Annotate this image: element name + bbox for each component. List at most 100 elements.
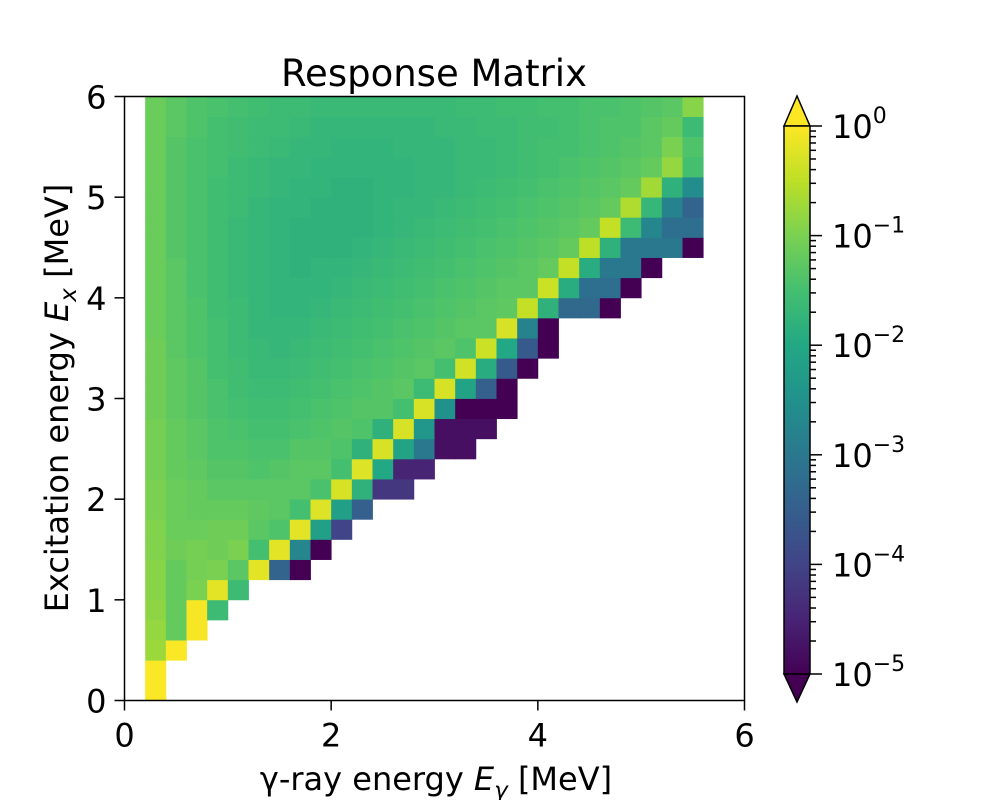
x-axis-ticks: 0 2 4 6 [114,700,755,755]
heatmap-cell [537,338,559,359]
y-tick-label: 1 [86,582,106,620]
heatmap-cell [186,559,208,581]
heatmap-cell [207,317,229,339]
heatmap-cell [248,177,270,198]
heatmap-cell [310,519,332,540]
heatmap-cell [455,177,477,198]
heatmap-cell [145,519,167,540]
heatmap-cell [269,398,291,420]
heatmap-cell [475,398,497,420]
heatmap-cell [310,237,332,258]
heatmap-cell [207,418,229,440]
heatmap-cell [207,197,229,218]
heatmap-cell [393,177,415,198]
heatmap-cell [475,116,497,138]
heatmap-cell [537,136,559,158]
heatmap-cell [145,479,167,500]
heatmap-cell [517,156,539,178]
heatmap-cell [227,277,249,299]
heatmap-cell [310,257,332,279]
heatmap-cell [496,156,518,178]
heatmap-cell [455,277,477,299]
heatmap-cell [289,237,311,258]
heatmap-cell [248,257,270,279]
heatmap-cell [248,458,270,480]
heatmap-cell [413,358,435,379]
heatmap-cell [455,197,477,218]
heatmap-cell [413,177,435,198]
heatmap-cell [289,398,311,420]
heatmap-cell [310,136,332,158]
heatmap-cell [372,197,394,218]
heatmap-cell [434,277,456,299]
heatmap-cell [434,197,456,218]
heatmap-cell [351,458,373,480]
heatmap-cell [145,136,167,158]
heatmap-cell [413,156,435,178]
heatmap-cell [186,237,208,258]
heatmap-cell [475,418,497,440]
heatmap-cell [372,338,394,359]
heatmap-cell [496,317,518,339]
y-tick-label: 6 [86,79,106,117]
heatmap-cell [331,338,353,359]
heatmap-cell [372,177,394,198]
heatmap-cell [310,499,332,520]
x-tick-label: 0 [114,717,134,755]
heatmap-cell [372,277,394,299]
heatmap-cell [599,136,621,158]
heatmap-cell [413,136,435,158]
heatmap-cell [558,96,580,118]
heatmap-cell [558,217,580,238]
heatmap-cell [393,96,415,118]
heatmap-cell [351,358,373,379]
heatmap-cell [227,378,249,399]
heatmap-cell [165,418,187,440]
heatmap-cell [227,499,249,520]
heatmap-cell [207,96,229,118]
heatmap-cell [455,438,477,460]
heatmap-cell [579,297,601,319]
heatmap-cell [145,438,167,460]
heatmap-cell [289,116,311,138]
heatmap-cell [434,398,456,420]
heatmap-cell [145,257,167,279]
heatmap-cell [248,398,270,420]
heatmap-cell [186,338,208,359]
heatmap-cell [413,217,435,238]
heatmap-cell [269,519,291,540]
heatmap-cell [227,418,249,440]
heatmap-cell [393,297,415,319]
heatmap-cell [372,398,394,420]
heatmap-cell [186,358,208,379]
heatmap-cell [289,217,311,238]
heatmap-cell [289,479,311,500]
heatmap-cell [620,177,642,198]
heatmap-cell [620,197,642,218]
heatmap-cell [372,156,394,178]
heatmap-cell [351,217,373,238]
heatmap-cell [331,217,353,238]
heatmap-cell [165,499,187,520]
heatmap-cell [145,297,167,319]
heatmap-cell [165,599,187,621]
colorbar-ticks: 100 10−1 10−2 10−3 10−4 10−5 [810,104,905,694]
heatmap-cell [661,197,683,218]
heatmap-cell [186,438,208,460]
heatmap-cell [289,358,311,379]
heatmap-cell [455,96,477,118]
heatmap-cell [310,418,332,440]
heatmap-cell [496,96,518,118]
heatmap-cell [351,116,373,138]
heatmap-cell [558,116,580,138]
heatmap-cell [207,398,229,420]
heatmap-cell [413,458,435,480]
heatmap-cell [248,519,270,540]
heatmap-cell [331,398,353,420]
heatmap-cell [579,96,601,118]
heatmap-cell [475,156,497,178]
heatmap-cell [496,338,518,359]
y-tick-label: 3 [86,381,106,419]
heatmap-cell [289,197,311,218]
heatmap-cell [227,458,249,480]
